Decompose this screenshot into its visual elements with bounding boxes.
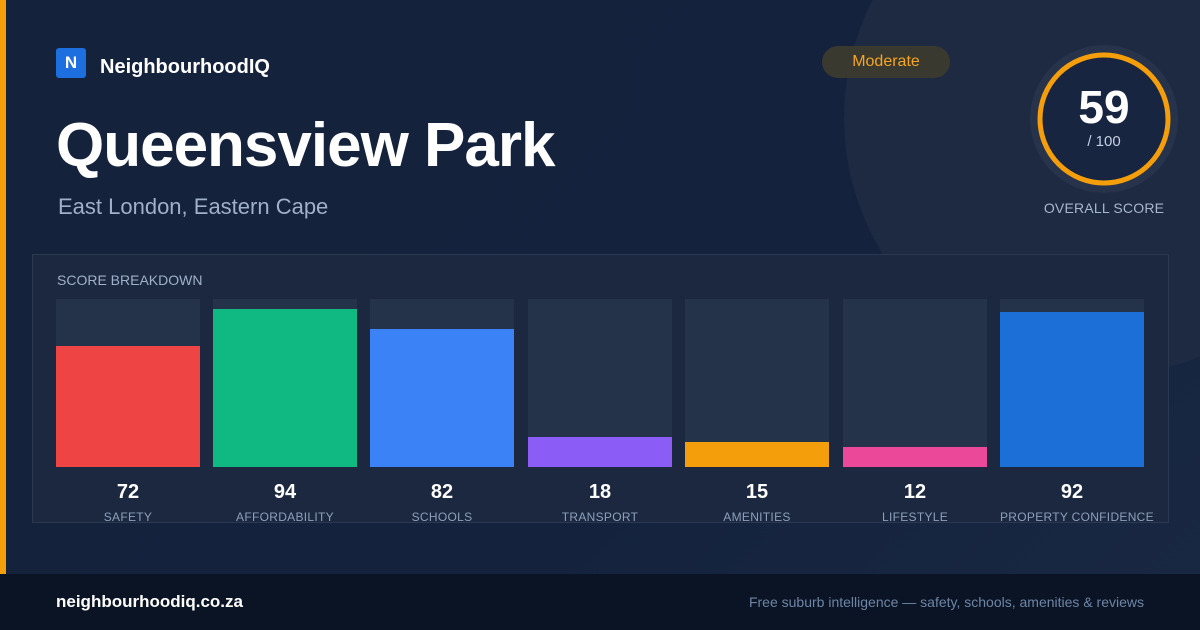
score-bar-fill xyxy=(528,437,672,467)
accent-bar xyxy=(0,0,6,574)
score-column-schools: 82 SCHOOLS xyxy=(370,299,514,524)
score-value: 72 xyxy=(116,481,140,503)
score-value: 12 xyxy=(903,481,927,503)
score-column-amenities: 15 AMENITIES xyxy=(685,299,829,524)
score-bar-fill xyxy=(370,329,514,467)
brand-name: NeighbourhoodIQ xyxy=(100,56,270,78)
score-bar-track xyxy=(843,299,987,467)
score-bar-track xyxy=(685,299,829,467)
overall-score-label: OVERALL SCORE xyxy=(1043,200,1165,216)
score-bar-track xyxy=(1000,299,1144,467)
score-label: AMENITIES xyxy=(723,510,791,524)
score-value: 15 xyxy=(745,481,769,503)
score-column-safety: 72 SAFETY xyxy=(56,299,200,524)
score-label: AFFORDABILITY xyxy=(236,510,334,524)
logo-icon: N xyxy=(56,47,86,78)
score-value: 94 xyxy=(273,481,297,503)
score-bar-fill xyxy=(685,442,829,467)
share-card: N NeighbourhoodIQ Queensview Park East L… xyxy=(0,0,1200,574)
score-label: TRANSPORT xyxy=(561,510,639,524)
score-label: LIFESTYLE xyxy=(881,510,949,524)
overall-score-ring xyxy=(1030,45,1178,193)
score-column-affordability: 94 AFFORDABILITY xyxy=(213,299,357,524)
brand: N NeighbourhoodIQ xyxy=(56,46,270,79)
score-value: 82 xyxy=(430,481,454,503)
score-column-property-confidence: 92 PROPERTY CONFIDENCE xyxy=(1000,299,1154,524)
score-bar-track xyxy=(528,299,672,467)
score-bar-fill xyxy=(843,447,987,467)
score-breakdown-panel: SCORE BREAKDOWN 72 SAFETY 94 AFFORDABILITY 8… xyxy=(32,254,1169,524)
footer-tagline: Free suburb intelligence — safety, schoo… xyxy=(748,594,1144,610)
score-bar-fill xyxy=(213,309,357,467)
score-bar-track xyxy=(56,299,200,467)
location-subtitle: East London, Eastern Cape xyxy=(58,194,329,219)
score-label: PROPERTY CONFIDENCE xyxy=(1000,510,1154,524)
score-value: 18 xyxy=(588,481,612,503)
overall-score-value: 59 xyxy=(1078,81,1130,133)
score-bar-track xyxy=(370,299,514,467)
score-value: 92 xyxy=(1060,481,1084,503)
rating-badge: Moderate xyxy=(822,46,950,78)
footer: neighbourhoodiq.co.za Free suburb intell… xyxy=(0,574,1200,630)
score-column-transport: 18 TRANSPORT xyxy=(528,299,672,524)
footer-domain-link[interactable]: neighbourhoodiq.co.za xyxy=(56,592,243,611)
score-label: SCHOOLS xyxy=(411,510,473,524)
page-title: Queensview Park xyxy=(56,111,555,180)
score-bar-track xyxy=(213,299,357,467)
score-bar-fill xyxy=(56,346,200,467)
overall-score-max: / 100 xyxy=(1087,133,1121,150)
score-column-lifestyle: 12 LIFESTYLE xyxy=(843,299,987,524)
score-ring-stroke xyxy=(1037,52,1171,186)
breakdown-title: SCORE BREAKDOWN xyxy=(57,272,203,288)
score-bar-fill xyxy=(1000,312,1144,467)
score-label: SAFETY xyxy=(103,510,153,524)
